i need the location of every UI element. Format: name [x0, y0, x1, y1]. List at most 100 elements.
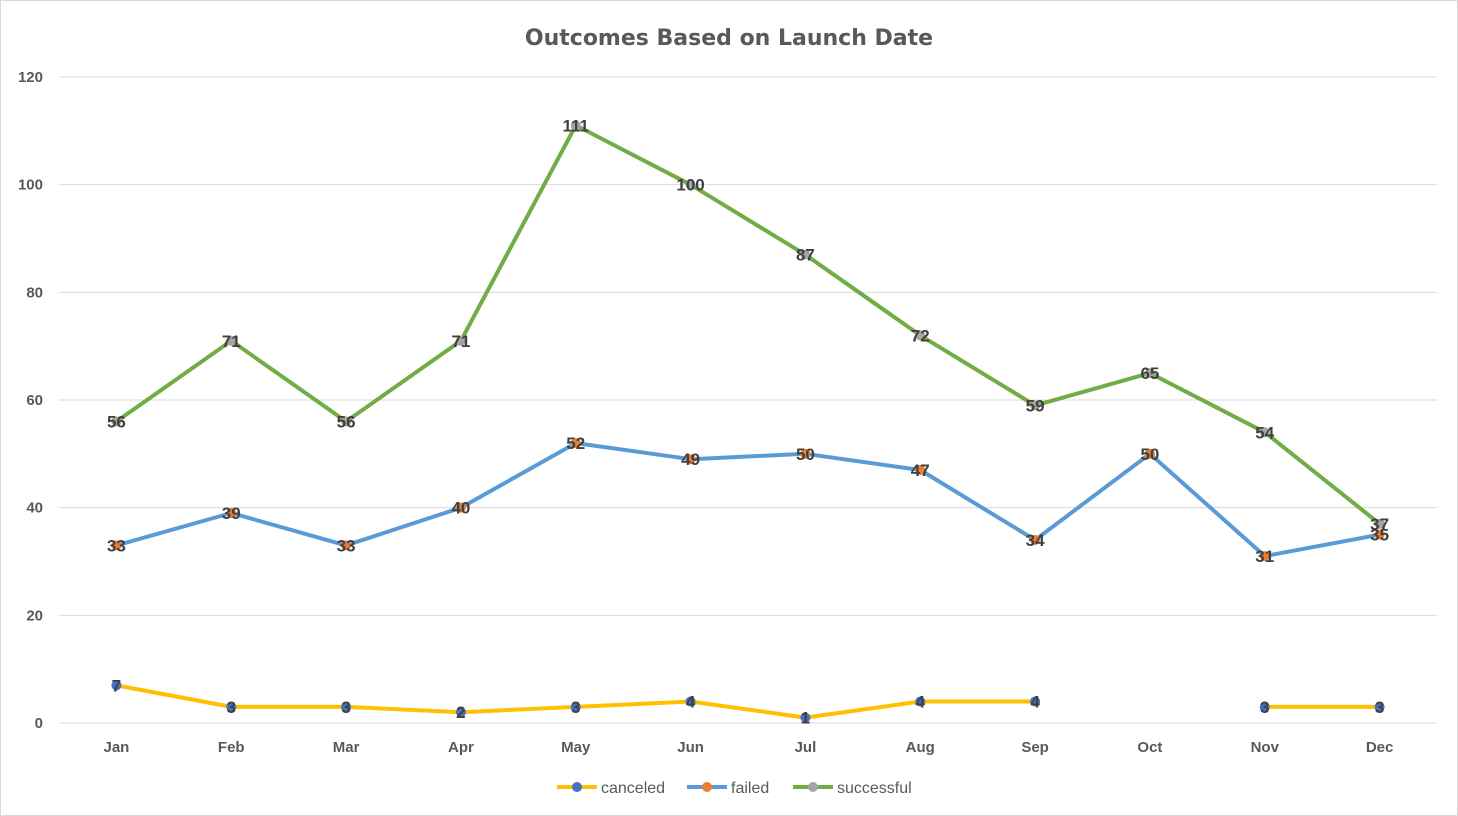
data-point-failed [800, 448, 811, 459]
data-label-failed: 50 [1140, 445, 1159, 464]
data-label-failed: 33 [337, 536, 356, 555]
legend-swatch-marker [702, 782, 712, 792]
legend-swatch-marker [808, 782, 818, 792]
y-tick-label: 20 [26, 607, 43, 624]
data-point-failed [1030, 534, 1041, 545]
data-point-successful [341, 416, 352, 427]
data-point-canceled [455, 707, 466, 718]
data-label-failed: 50 [796, 445, 815, 464]
data-point-successful [1374, 518, 1385, 529]
legend-swatch-marker [572, 782, 582, 792]
data-point-failed [570, 438, 581, 449]
legend-label: failed [731, 780, 769, 797]
data-label-successful: 71 [451, 332, 470, 351]
data-label-failed: 47 [911, 461, 930, 480]
x-tick-label: Jun [677, 739, 704, 756]
legend-item-failed[interactable]: failed [687, 780, 769, 797]
x-tick-label: Aug [906, 739, 935, 756]
data-label-successful: 87 [796, 246, 815, 265]
data-label-canceled: 3 [1375, 698, 1384, 717]
x-tick-label: May [561, 739, 591, 756]
data-point-successful [111, 416, 122, 427]
x-tick-label: Nov [1251, 739, 1280, 756]
y-tick-label: 100 [18, 177, 43, 194]
data-label-failed: 31 [1255, 547, 1274, 566]
data-label-failed: 39 [222, 504, 241, 523]
y-tick-label: 40 [26, 500, 43, 517]
data-point-canceled [800, 712, 811, 723]
data-point-failed [455, 502, 466, 513]
data-label-successful: 111 [563, 116, 590, 135]
y-tick-label: 60 [26, 392, 43, 409]
x-tick-label: Feb [218, 739, 245, 756]
x-tick-label: Sep [1021, 739, 1049, 756]
data-point-successful [915, 330, 926, 341]
data-point-successful [1030, 400, 1041, 411]
data-point-successful [226, 335, 237, 346]
y-tick-label: 80 [26, 284, 43, 301]
data-point-canceled [570, 701, 581, 712]
data-label-successful: 37 [1370, 515, 1389, 534]
data-label-successful: 59 [1026, 396, 1045, 415]
data-point-failed [1144, 448, 1155, 459]
data-label-canceled: 3 [227, 698, 236, 717]
data-label-failed: 40 [451, 499, 470, 518]
legend[interactable]: canceled failed successful [557, 780, 912, 797]
x-axis-ticks: Jan Feb Mar Apr May Jun Jul Aug Sep Oct Nov Dec [103, 739, 1393, 756]
x-tick-label: Mar [333, 739, 360, 756]
gridlines [59, 76, 1437, 724]
data-point-successful [800, 249, 811, 260]
data-point-successful [570, 120, 581, 131]
data-label-canceled: 1 [801, 709, 810, 728]
data-point-successful [1144, 368, 1155, 379]
data-point-canceled [226, 701, 237, 712]
data-label-failed: 52 [566, 434, 585, 453]
legend-item-canceled[interactable]: canceled [557, 780, 665, 797]
x-tick-label: Jul [795, 739, 817, 756]
data-point-successful [685, 179, 696, 190]
data-point-failed [1374, 529, 1385, 540]
data-label-failed: 33 [107, 536, 126, 555]
data-point-canceled [111, 680, 122, 691]
data-label-canceled: 3 [1260, 698, 1269, 717]
x-tick-label: Dec [1366, 739, 1394, 756]
data-label-failed: 49 [681, 450, 700, 469]
data-point-canceled [1374, 701, 1385, 712]
data-point-failed [111, 540, 122, 551]
data-point-canceled [1259, 701, 1270, 712]
data-point-failed [915, 464, 926, 475]
data-point-canceled [1030, 696, 1041, 707]
data-label-canceled: 3 [571, 698, 580, 717]
data-label-successful: 56 [107, 413, 126, 432]
series-line-failed [114, 441, 1382, 559]
data-label-canceled: 4 [916, 692, 926, 711]
series-line-canceled [114, 683, 1382, 720]
data-point-successful [1259, 427, 1270, 438]
data-label-canceled: 4 [1030, 692, 1040, 711]
data-point-failed [685, 454, 696, 465]
data-label-failed: 34 [1026, 531, 1045, 550]
x-tick-label: Jan [103, 739, 129, 756]
data-label-canceled: 2 [456, 703, 465, 722]
data-label-canceled: 7 [112, 676, 121, 695]
legend-item-successful[interactable]: successful [793, 780, 912, 797]
data-label-failed: 35 [1370, 526, 1389, 545]
y-tick-label: 0 [35, 715, 43, 732]
legend-label: canceled [601, 780, 665, 797]
legend-label: successful [837, 780, 912, 797]
series-lines [111, 120, 1385, 723]
y-tick-label: 120 [18, 69, 43, 86]
data-label-canceled: 3 [341, 698, 350, 717]
data-label-canceled: 4 [686, 692, 696, 711]
data-label-successful: 54 [1255, 423, 1274, 442]
series-line-successful [114, 123, 1382, 526]
data-point-canceled [341, 701, 352, 712]
chart-title: Outcomes Based on Launch Date [525, 26, 933, 51]
x-tick-label: Oct [1137, 739, 1162, 756]
x-tick-label: Apr [448, 739, 474, 756]
data-point-successful [455, 335, 466, 346]
data-point-canceled [915, 696, 926, 707]
y-axis-ticks: 0 20 40 60 80 100 120 [18, 69, 43, 732]
